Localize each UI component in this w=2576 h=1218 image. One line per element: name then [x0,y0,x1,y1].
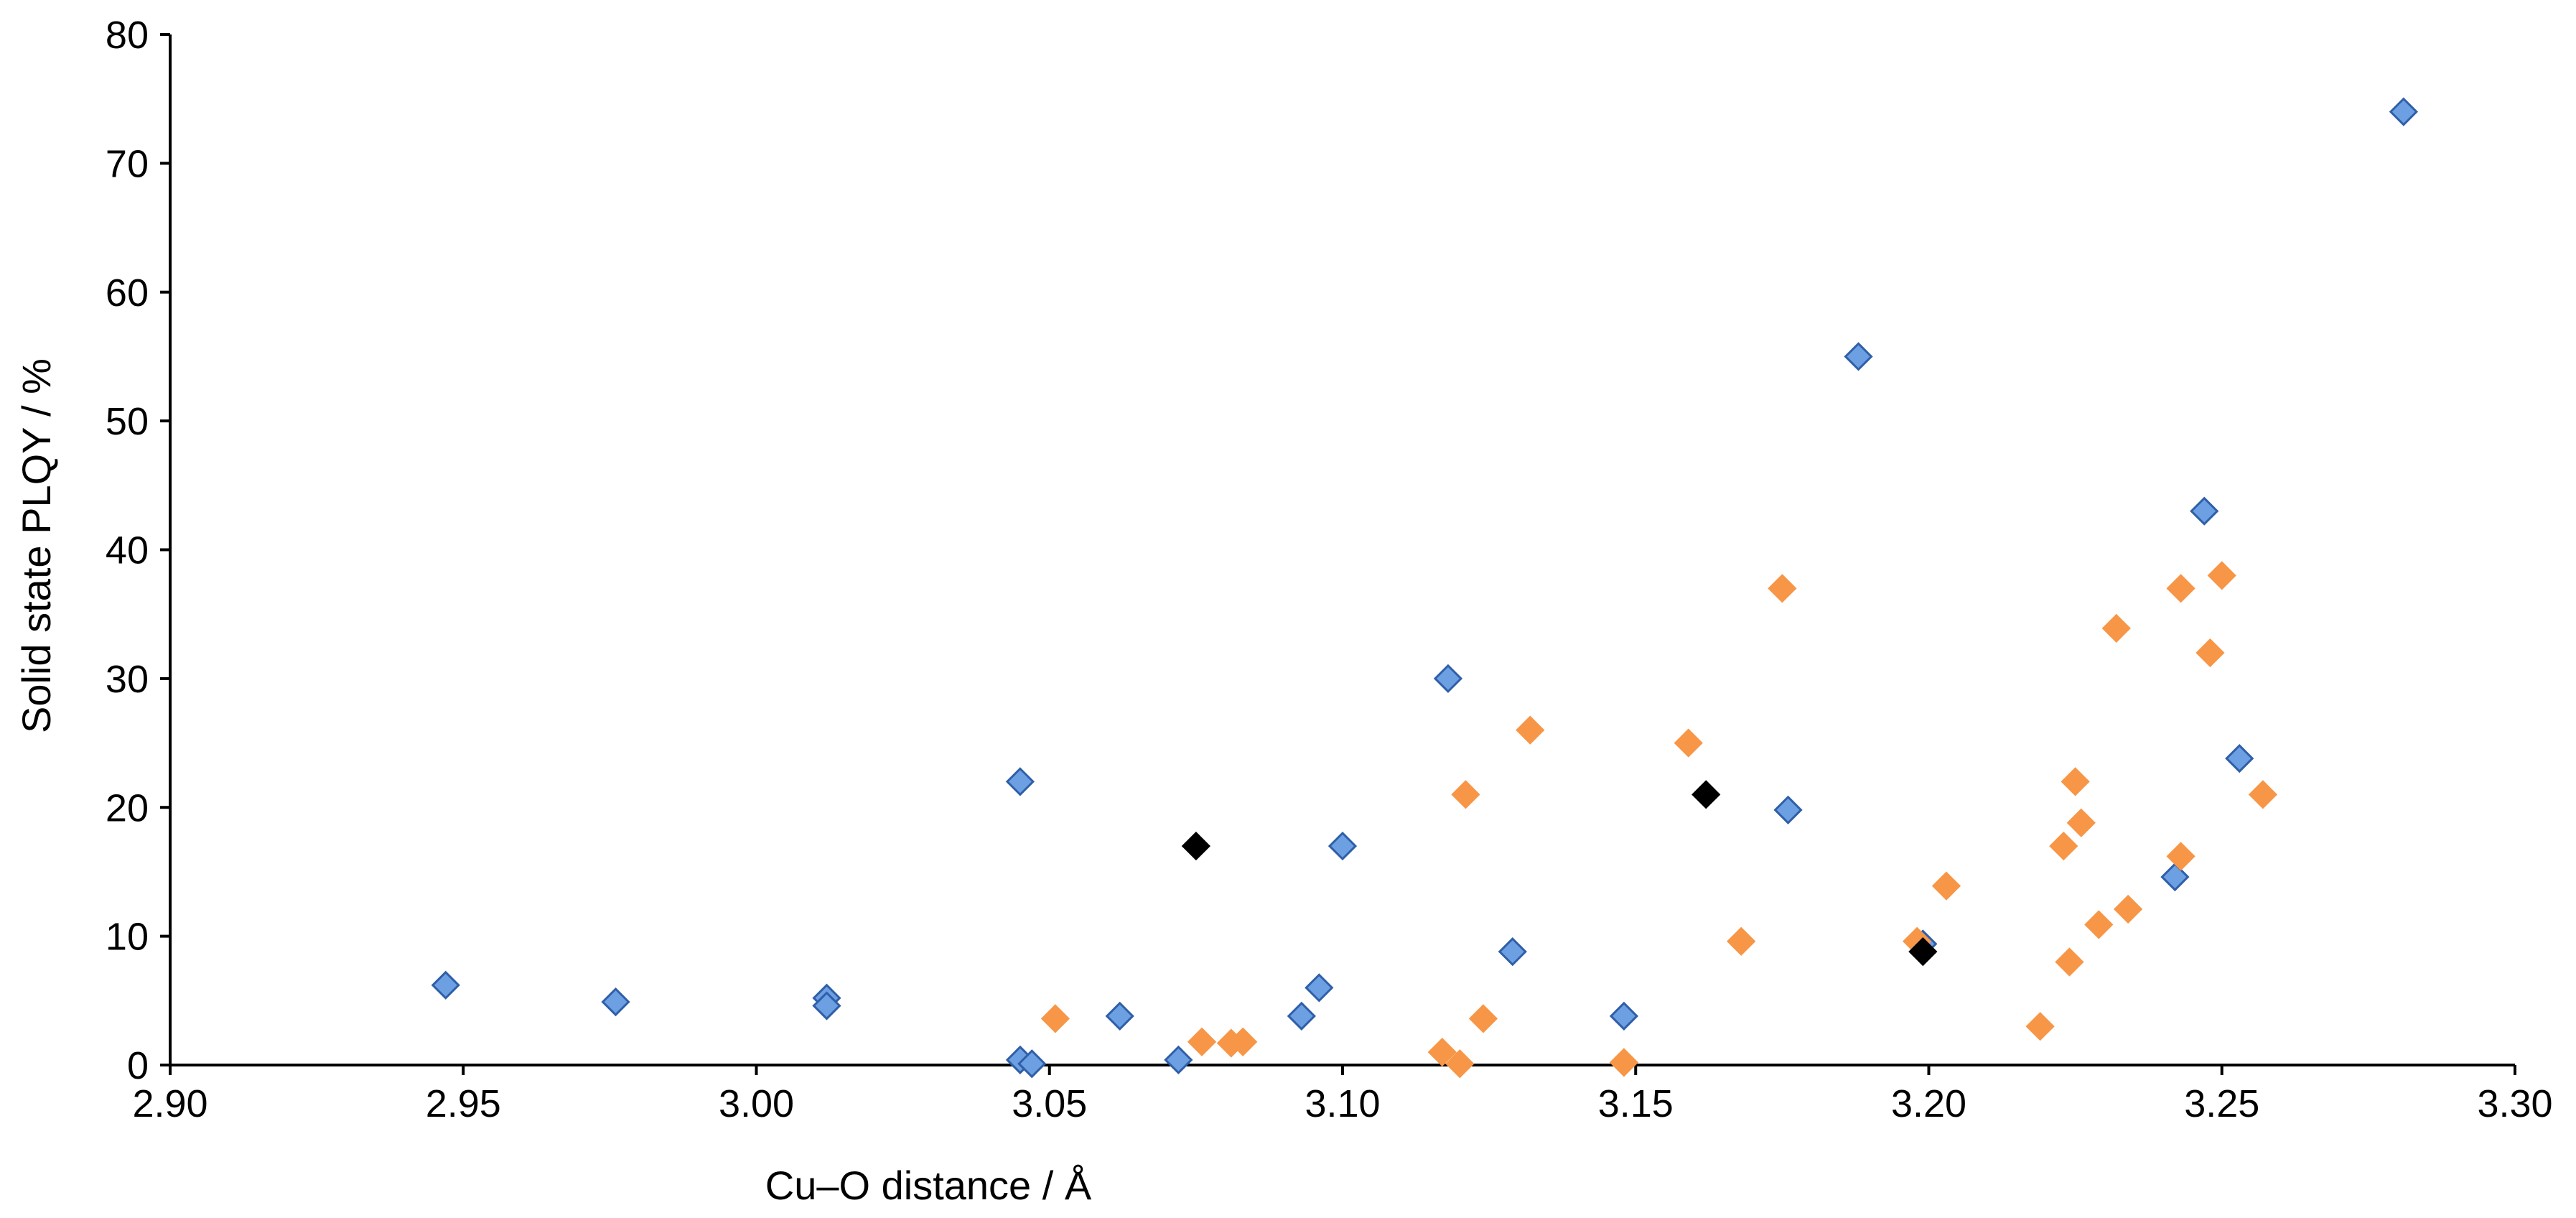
x-tick-label: 3.30 [2477,1082,2552,1125]
y-tick-label: 30 [106,658,149,701]
orange-data-point [2049,831,2078,861]
orange-data-point [2025,1012,2055,1041]
orange-data-point [1187,1027,1217,1056]
orange-data-point [2066,808,2096,837]
orange-data-point [1609,1048,1639,1077]
orange-data-point [2061,767,2090,796]
orange-data-point [2195,638,2225,668]
orange-data-point [2207,561,2236,590]
x-tick-label: 3.25 [2184,1082,2259,1125]
y-axis-title: Solid state PLQY / % [14,358,59,733]
orange-data-point [2166,842,2195,871]
blue-data-point [1773,795,1803,824]
black-data-point [1691,780,1721,809]
blue-data-point [1609,1001,1639,1031]
blue-data-point [1327,831,1358,861]
orange-data-point [1931,871,1961,901]
x-axis-title: Cu–O distance / Å [765,1163,1092,1208]
orange-data-point [1427,1037,1457,1067]
orange-data-point [1468,1004,1498,1033]
blue-data-point [601,987,630,1017]
orange-data-point [2084,910,2114,939]
orange-data-point [1451,780,1480,809]
y-tick-label: 20 [106,786,149,829]
blue-data-point [1105,1001,1134,1031]
orange-data-point [2166,574,2195,603]
blue-data-point [1498,937,1527,967]
x-tick-label: 3.00 [719,1082,794,1125]
orange-data-point [2248,780,2278,809]
blue-data-point [1305,973,1334,1003]
x-tick-label: 3.20 [1891,1082,1966,1125]
orange-data-point [1516,715,1545,745]
orange-data-point [1445,1049,1475,1079]
x-tick-label: 3.05 [1012,1082,1087,1125]
orange-data-point [1674,728,1703,758]
y-tick-label: 80 [106,14,149,57]
blue-data-point [1164,1045,1193,1074]
x-tick-label: 3.15 [1598,1082,1674,1125]
orange-data-point [1040,1004,1070,1033]
blue-data-point [1844,342,1873,371]
blue-data-point [2225,743,2254,773]
axes [169,34,2515,1066]
x-tick-label: 2.90 [132,1082,207,1125]
blue-data-point [812,991,841,1021]
ticks: 2.90 2.95 3.00 3.05 3.10 3.15 3.20 3.25 3.30 0 10 2… [106,14,2553,1125]
black-data-point [1908,937,1938,967]
orange-data-point [2055,947,2084,977]
orange-data-point [2113,894,2143,924]
y-tick-label: 60 [106,271,149,315]
x-tick-label: 2.95 [426,1082,501,1125]
orange-data-point [1727,926,1756,956]
blue-data-point [1287,1001,1316,1031]
orange-data-point [1228,1027,1258,1056]
black-data-point [1181,831,1211,861]
orange-data-point [2101,613,2131,643]
x-tick-label: 3.10 [1305,1082,1380,1125]
orange-data-point [1768,574,1797,603]
y-tick-label: 10 [106,916,149,959]
data-points [431,97,2418,1079]
y-tick-label: 40 [106,529,149,572]
blue-data-point [2389,97,2418,126]
blue-data-point [1433,664,1463,693]
y-tick-label: 0 [127,1044,149,1087]
blue-data-point [431,970,460,1000]
y-tick-label: 70 [106,142,149,185]
y-tick-label: 50 [106,400,149,443]
blue-data-point [1005,767,1035,796]
blue-data-point [1017,1049,1047,1079]
blue-data-point [2160,862,2190,892]
blue-data-point [2190,496,2219,526]
